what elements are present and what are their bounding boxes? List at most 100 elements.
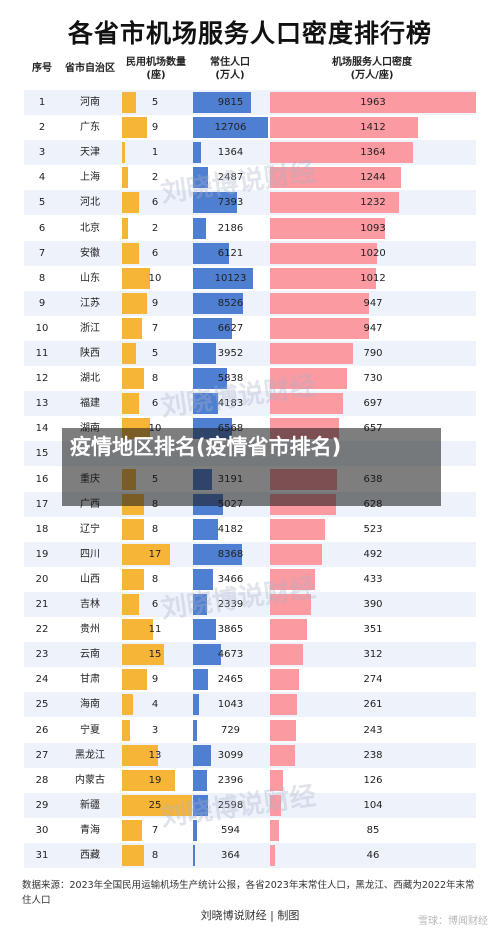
density-value: 1012 [360, 272, 386, 284]
table-row: 9 江苏 9 8526 947 [0, 290, 500, 316]
population-value: 3952 [217, 348, 244, 359]
rank-cell: 13 [35, 398, 49, 410]
population-bar [193, 794, 209, 816]
population-bar [193, 719, 198, 741]
rank-cell: 14 [35, 423, 49, 435]
rank-cell: 21 [35, 599, 49, 610]
population-value: 10123 [214, 272, 247, 284]
province-cell: 四川 [80, 548, 100, 560]
airport-value: 7 [151, 824, 159, 836]
population-value: 3865 [217, 624, 244, 636]
airport-bar [122, 217, 128, 239]
row-background [24, 667, 476, 693]
airport-value: 6 [151, 197, 159, 209]
airport-bar [122, 267, 150, 289]
density-value: 1093 [360, 222, 386, 234]
airport-bar [122, 368, 145, 390]
density-value: 1364 [360, 147, 386, 159]
airport-value: 13 [148, 749, 162, 761]
density-bar [270, 117, 419, 139]
province-cell: 湖北 [80, 373, 100, 385]
density-bar [270, 619, 307, 641]
density-value: 46 [366, 850, 380, 861]
province-cell: 新疆 [80, 799, 100, 811]
overlay-banner [62, 428, 441, 506]
density-value: 390 [363, 599, 383, 610]
table-row: 11 陕西 5 3952 790 [0, 341, 500, 366]
airport-bar [122, 744, 159, 766]
table-row: 13 福建 6 4183 697 [0, 391, 500, 417]
density-bar [270, 719, 296, 741]
province-cell: 青海 [80, 824, 100, 836]
population-bar [193, 343, 217, 364]
population-bar [193, 669, 208, 691]
rank-cell: 3 [38, 147, 46, 159]
province-cell: 贵州 [80, 624, 100, 636]
density-value: 261 [363, 699, 383, 711]
rank-cell: 8 [38, 272, 46, 284]
rank-cell: 4 [38, 172, 46, 184]
table-row: 20 山西 8 3466 433 [0, 566, 500, 592]
density-bar [270, 167, 401, 189]
density-value: 1963 [360, 97, 386, 108]
density-bar [270, 819, 279, 841]
population-bar [193, 217, 206, 239]
row-background [24, 792, 476, 818]
chart-title: 各省市机场服务人口密度排行榜 [67, 19, 432, 48]
airport-value: 9 [151, 674, 159, 686]
airport-bar [122, 719, 131, 741]
airport-value: 1 [151, 147, 159, 159]
density-value: 238 [363, 749, 383, 761]
population-value: 3099 [217, 749, 244, 761]
province-cell: 河北 [80, 197, 100, 209]
airport-bar [122, 694, 134, 716]
header-airports: 民用机场数量 (座) [120, 56, 192, 82]
table-row: 30 青海 7 594 85 [0, 817, 500, 843]
population-bar [193, 543, 243, 565]
rank-cell: 22 [35, 624, 49, 636]
airport-bar [122, 794, 192, 816]
source-note: 数据来源：2023年全国民用运输机场生产统计公报，各省2023年末常住人口，黑龙… [22, 880, 475, 906]
density-value: 85 [366, 824, 380, 836]
snowball-watermark: 雪球：博闻财经 [418, 916, 488, 927]
population-bar [193, 368, 228, 390]
airport-value: 8 [151, 850, 159, 861]
table-row: 4 上海 2 2487 1244 [0, 165, 500, 191]
airport-bar [122, 117, 148, 139]
airport-value: 7 [151, 322, 159, 334]
density-value: 697 [363, 398, 383, 410]
province-cell: 山东 [80, 272, 100, 284]
header-density-unit: (万人/座) [350, 70, 394, 81]
airport-value: 8 [151, 373, 159, 385]
density-value: 790 [363, 348, 383, 359]
table-row: 28 内蒙古 19 2396 126 [0, 767, 500, 793]
rank-cell: 19 [35, 548, 49, 560]
population-value: 12706 [214, 122, 247, 134]
density-value: 433 [363, 573, 383, 585]
rank-cell: 15 [35, 448, 49, 460]
population-bar [193, 267, 253, 289]
population-bar [193, 192, 237, 214]
province-cell: 山西 [80, 573, 100, 585]
density-bar [270, 518, 325, 540]
airport-value: 6 [151, 398, 159, 410]
airport-bar [122, 819, 142, 841]
row-background [24, 617, 476, 643]
row-background [24, 692, 476, 718]
population-value: 8368 [217, 548, 244, 560]
province-cell: 安徽 [80, 247, 100, 259]
population-value: 2339 [217, 599, 244, 610]
table-row: 12 湖北 8 5838 730 [0, 366, 500, 392]
table-row: 19 四川 17 8368 492 [0, 541, 500, 567]
airport-bar [122, 343, 136, 364]
airport-value: 6 [151, 247, 159, 259]
row-background [24, 642, 476, 668]
airport-bar [122, 568, 145, 590]
rank-cell: 5 [38, 197, 46, 209]
population-value: 2598 [217, 799, 244, 811]
density-bar [270, 292, 370, 314]
province-cell: 天津 [80, 147, 100, 159]
population-value: 4183 [217, 398, 244, 410]
airport-bar [122, 167, 128, 189]
rank-cell: 16 [35, 473, 49, 485]
